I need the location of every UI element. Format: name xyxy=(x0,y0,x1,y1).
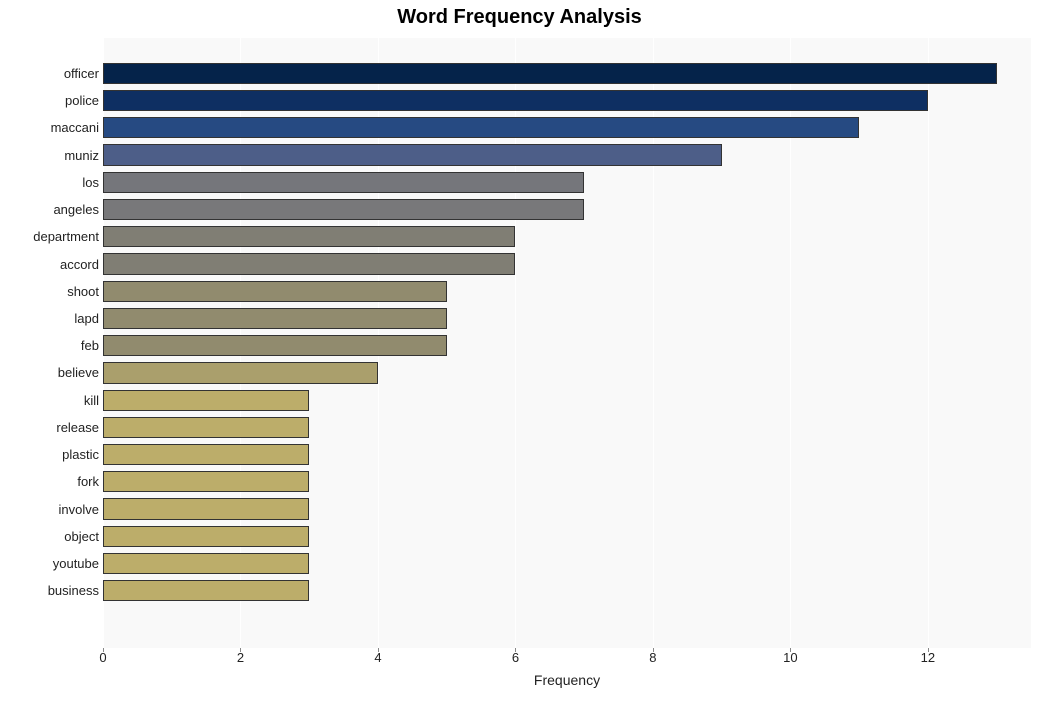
bar-row xyxy=(103,580,309,601)
y-tick-label: fork xyxy=(4,475,99,488)
bar xyxy=(103,390,309,411)
bar xyxy=(103,253,515,274)
bar-row xyxy=(103,498,309,519)
bar xyxy=(103,498,309,519)
bar xyxy=(103,90,928,111)
bar xyxy=(103,526,309,547)
bar-row xyxy=(103,444,309,465)
y-tick-label: feb xyxy=(4,339,99,352)
bar-row xyxy=(103,90,928,111)
y-tick-label: kill xyxy=(4,394,99,407)
y-tick-label: lapd xyxy=(4,312,99,325)
bar-row xyxy=(103,63,997,84)
bar-row xyxy=(103,362,378,383)
bar-row xyxy=(103,226,515,247)
plot-area xyxy=(103,38,1031,648)
y-tick-label: object xyxy=(4,530,99,543)
bar xyxy=(103,144,722,165)
y-tick-label: involve xyxy=(4,503,99,516)
y-tick-label: angeles xyxy=(4,203,99,216)
x-tick-label: 2 xyxy=(220,650,260,665)
y-tick-label: believe xyxy=(4,366,99,379)
y-tick-label: department xyxy=(4,230,99,243)
gridline xyxy=(928,38,929,648)
bar-row xyxy=(103,199,584,220)
y-tick-label: youtube xyxy=(4,557,99,570)
x-tick-label: 12 xyxy=(908,650,948,665)
bar-row xyxy=(103,553,309,574)
bar xyxy=(103,281,447,302)
bar xyxy=(103,580,309,601)
bar-row xyxy=(103,417,309,438)
y-tick-label: maccani xyxy=(4,121,99,134)
bar xyxy=(103,63,997,84)
bar xyxy=(103,553,309,574)
y-tick-label: business xyxy=(4,584,99,597)
bar xyxy=(103,417,309,438)
bar xyxy=(103,471,309,492)
y-tick-label: accord xyxy=(4,258,99,271)
bar xyxy=(103,362,378,383)
bar xyxy=(103,308,447,329)
y-tick-label: plastic xyxy=(4,448,99,461)
y-tick-label: muniz xyxy=(4,149,99,162)
x-tick-label: 6 xyxy=(495,650,535,665)
bar-row xyxy=(103,253,515,274)
bar xyxy=(103,117,859,138)
bar-row xyxy=(103,335,447,356)
chart-container: Word Frequency Analysis Frequency 0 2 4 6 8 1… xyxy=(0,0,1039,701)
chart-title: Word Frequency Analysis xyxy=(0,6,1039,29)
bar-row xyxy=(103,144,722,165)
bar-row xyxy=(103,471,309,492)
x-tick-label: 8 xyxy=(633,650,673,665)
bar xyxy=(103,199,584,220)
bar-row xyxy=(103,281,447,302)
y-tick-label: police xyxy=(4,94,99,107)
bar-row xyxy=(103,308,447,329)
bar-row xyxy=(103,117,859,138)
bar xyxy=(103,172,584,193)
y-tick-label: los xyxy=(4,176,99,189)
x-tick-label: 10 xyxy=(770,650,810,665)
x-tick-label: 0 xyxy=(83,650,123,665)
y-tick-label: officer xyxy=(4,67,99,80)
x-tick-label: 4 xyxy=(358,650,398,665)
bar-row xyxy=(103,526,309,547)
bar-row xyxy=(103,172,584,193)
bar-row xyxy=(103,390,309,411)
y-tick-label: shoot xyxy=(4,285,99,298)
y-tick-label: release xyxy=(4,421,99,434)
bar xyxy=(103,335,447,356)
bar xyxy=(103,444,309,465)
bar xyxy=(103,226,515,247)
x-axis-label: Frequency xyxy=(103,672,1031,688)
